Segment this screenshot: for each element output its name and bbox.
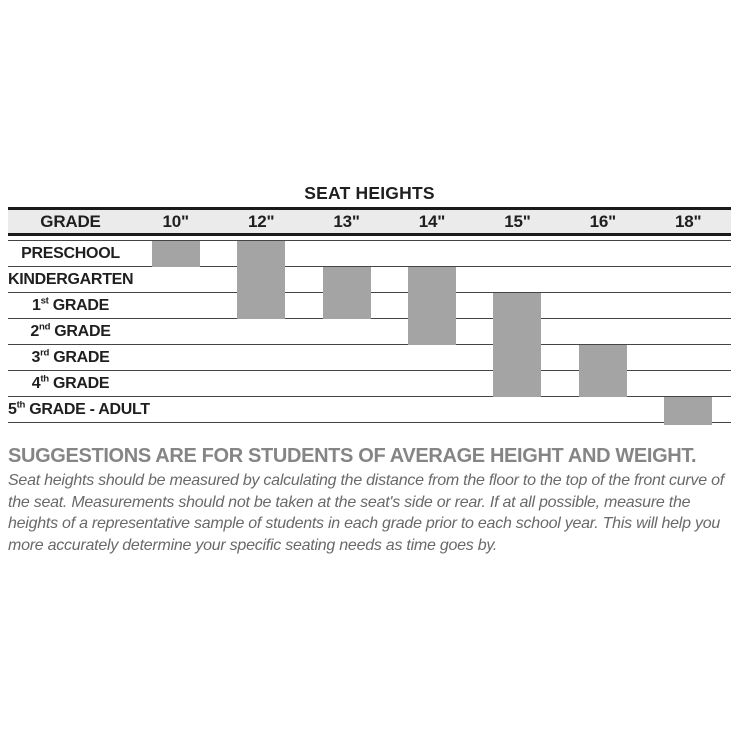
seat-height-bar-5 (578, 345, 627, 397)
grade-row-5: 4th GRADE (8, 371, 731, 397)
column-header-grade: GRADE (40, 211, 101, 231)
grade-rows: PRESCHOOL KINDERGARTEN 1st GRADE 2nd GRADE 3… (8, 241, 731, 425)
column-header-4: 15" (504, 211, 531, 231)
suggestions-heading: SUGGESTIONS ARE FOR STUDENTS OF AVERAGE … (8, 445, 697, 467)
seat-height-bar-1 (237, 241, 286, 319)
ordinal-suffix: st (40, 295, 49, 307)
seat-height-bar-0 (151, 241, 200, 267)
grade-row-4: 3rd GRADE (8, 345, 731, 371)
column-header-3: 14" (418, 211, 446, 231)
grade-row-label: 5th GRADE - ADULT (8, 399, 150, 418)
header-double-rule (8, 236, 731, 241)
seat-height-table: GRADE 10" 12" 13" 14" 15" 16" 18" PRESCHOOL KIN… (8, 207, 731, 425)
grade-row-label: 4th GRADE (31, 373, 110, 392)
grade-row-0: PRESCHOOL (8, 241, 731, 267)
table-header-row: GRADE 10" 12" 13" 14" 15" 16" 18" (8, 207, 731, 236)
grade-row-label: 3rd GRADE (31, 347, 110, 366)
seat-height-bar-2 (322, 267, 371, 319)
column-header-0: 10" (162, 211, 190, 231)
grade-row-3: 2nd GRADE (8, 319, 731, 345)
ordinal-suffix: th (16, 399, 26, 411)
grade-row-label: PRESCHOOL (21, 244, 120, 262)
ordinal-suffix: th (40, 373, 49, 385)
ordinal-suffix: rd (40, 347, 50, 359)
grade-row-label: KINDERGARTEN (8, 270, 134, 288)
grade-row-label: 1st GRADE (32, 295, 109, 314)
seat-height-bar-6 (664, 397, 713, 425)
measurement-instructions: Seat heights should be measured by calcu… (8, 472, 724, 554)
ordinal-suffix: nd (39, 321, 51, 333)
chart-title: SEAT HEIGHTS (304, 183, 435, 203)
column-header-2: 13" (333, 211, 360, 231)
column-header-1: 12" (247, 211, 275, 231)
column-header-6: 18" (675, 211, 702, 231)
grade-row-label: 2nd GRADE (30, 321, 111, 340)
column-header-5: 16" (589, 211, 617, 231)
seat-height-bar-3 (408, 267, 456, 345)
seat-height-bar-4 (493, 293, 542, 397)
grade-row-6: 5th GRADE - ADULT (8, 397, 731, 423)
